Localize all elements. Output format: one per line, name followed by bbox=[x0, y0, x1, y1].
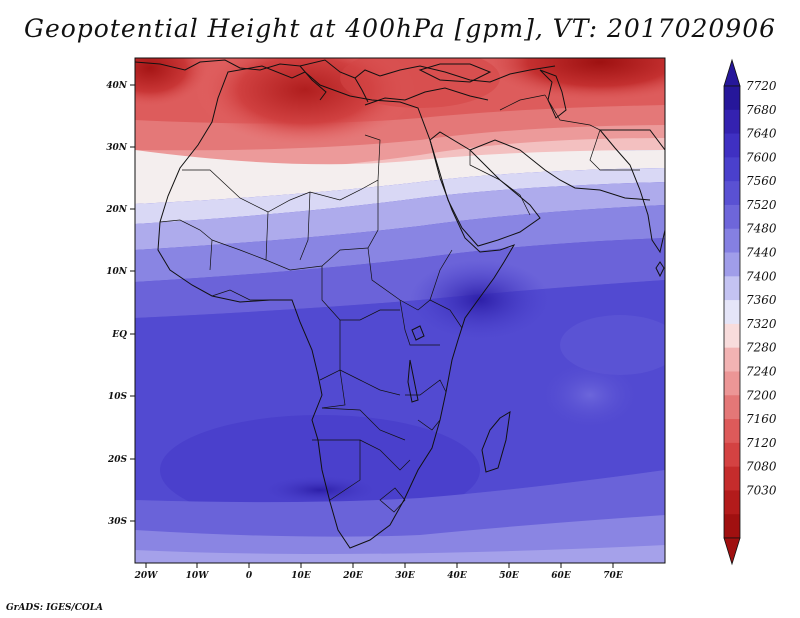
colorbar-label: 7200 bbox=[746, 388, 777, 402]
colorbar-swatch bbox=[724, 181, 740, 206]
colorbar-swatch bbox=[724, 490, 740, 515]
colorbar-swatch bbox=[724, 86, 740, 111]
colorbar-label: 7120 bbox=[746, 436, 777, 450]
lon-label: 30E bbox=[395, 571, 415, 581]
colorbar-swatch bbox=[724, 133, 740, 158]
colorbar-label: 7680 bbox=[746, 103, 777, 117]
colorbar-swatch bbox=[724, 419, 740, 444]
latitude-labels: 40N 30N 20N 10N EQ 10S 20S 30S bbox=[105, 81, 128, 527]
colorbar-label: 7160 bbox=[746, 412, 777, 426]
colorbar-label: 7520 bbox=[746, 198, 777, 212]
credit-text: GrADS: IGES/COLA bbox=[6, 603, 104, 613]
colorbar-swatch bbox=[724, 514, 740, 539]
colorbar-swatch bbox=[724, 157, 740, 182]
longitude-labels: 20W 10W 0 10E 20E 30E 40E 50E 60E 70E bbox=[134, 571, 623, 581]
lon-label: 0 bbox=[246, 571, 253, 581]
colorbar-label: 7240 bbox=[746, 364, 777, 378]
colorbar-swatch bbox=[724, 442, 740, 468]
colorbar-swatch bbox=[724, 204, 740, 230]
colorbar-swatch bbox=[724, 300, 740, 325]
height-field bbox=[135, 58, 665, 563]
colorbar-swatch bbox=[724, 323, 740, 349]
colorbar-label: 7320 bbox=[746, 317, 777, 331]
lon-label: 20W bbox=[134, 571, 159, 581]
lat-label: 20S bbox=[107, 455, 128, 465]
colorbar: 7720 7680 7640 7600 7560 7520 7480 7440 7400 7360… bbox=[723, 58, 777, 566]
colorbar-swatch bbox=[724, 109, 740, 135]
lat-label: EQ bbox=[111, 330, 127, 340]
colorbar-label: 7600 bbox=[746, 150, 777, 164]
colorbar-label: 7030 bbox=[746, 483, 777, 497]
colorbar-swatch bbox=[724, 228, 740, 254]
lon-label: 50E bbox=[499, 571, 519, 581]
lon-label: 10E bbox=[291, 571, 311, 581]
colorbar-swatch bbox=[724, 276, 740, 301]
lat-label: 20N bbox=[105, 205, 128, 215]
colorbar-swatch bbox=[724, 371, 740, 396]
coastlines bbox=[135, 59, 665, 549]
axis-ticks bbox=[130, 84, 614, 568]
colorbar-label: 7360 bbox=[746, 293, 777, 307]
colorbar-label: 7440 bbox=[746, 246, 777, 260]
colorbar-label: 7640 bbox=[746, 127, 777, 141]
lat-label: 30S bbox=[108, 517, 128, 527]
map-title: Geopotential Height at 400hPa [gpm], VT:… bbox=[23, 14, 777, 43]
lon-label: 10W bbox=[186, 571, 210, 581]
colorbar-swatch bbox=[724, 347, 740, 372]
colorbar-swatch bbox=[724, 466, 740, 491]
lat-label: 10N bbox=[106, 267, 128, 277]
colorbar-label: 7080 bbox=[746, 460, 777, 474]
colorbar-label: 7480 bbox=[746, 222, 777, 236]
lon-label: 60E bbox=[551, 571, 571, 581]
lon-label: 70E bbox=[603, 571, 623, 581]
colorbar-label: 7560 bbox=[746, 174, 777, 188]
plot-frame bbox=[134, 57, 666, 564]
colorbar-min-arrow bbox=[723, 537, 741, 566]
colorbar-label: 7720 bbox=[746, 79, 777, 93]
lon-label: 40E bbox=[447, 571, 467, 581]
lat-label: 30N bbox=[106, 143, 128, 153]
colorbar-swatch bbox=[724, 395, 740, 420]
colorbar-label: 7280 bbox=[746, 341, 777, 355]
lat-label: 40N bbox=[106, 81, 128, 91]
colorbar-max-arrow bbox=[723, 58, 741, 87]
lat-label: 10S bbox=[108, 392, 128, 402]
lon-label: 20E bbox=[342, 571, 363, 581]
country-borders bbox=[159, 94, 640, 513]
colorbar-label: 7400 bbox=[746, 269, 777, 283]
colorbar-swatch bbox=[724, 252, 740, 277]
